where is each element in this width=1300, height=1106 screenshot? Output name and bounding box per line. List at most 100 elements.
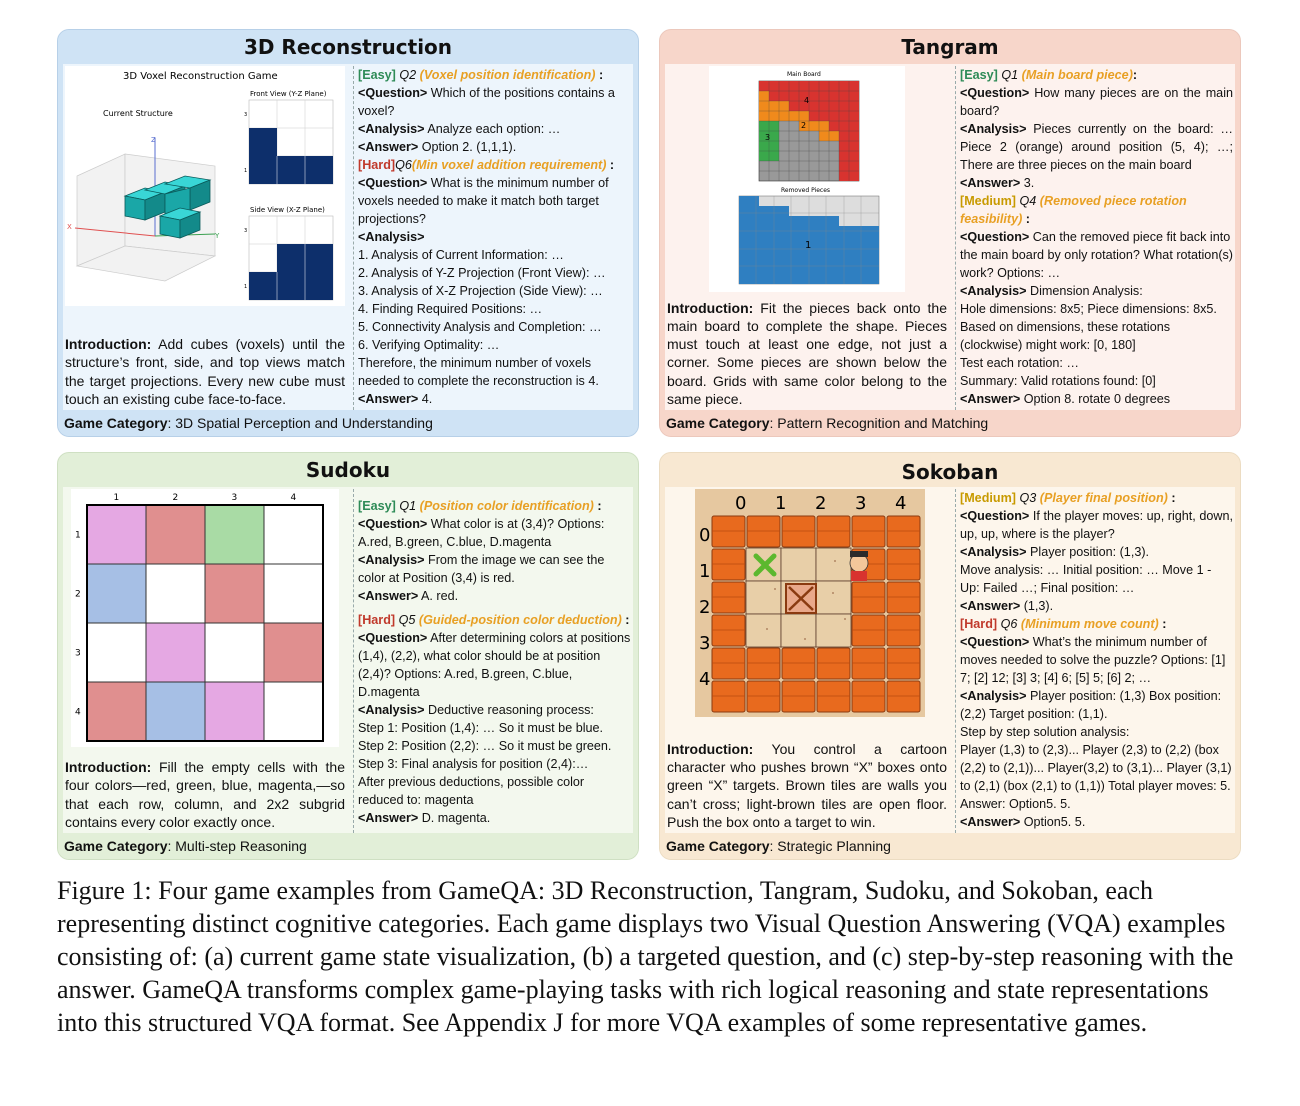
- qa-header-1: [Easy] Q1 (Position color identification…: [358, 497, 631, 515]
- wall-tile: [851, 647, 886, 680]
- sudoku-cell: [204, 622, 265, 683]
- category-label: Game Category: [666, 838, 770, 854]
- question-line: <Question> What is the minimum number of…: [358, 174, 631, 228]
- question-line: <Question> Can the removed piece fit bac…: [960, 228, 1233, 282]
- analysis-step: Step by step solution analysis:: [960, 725, 1130, 739]
- answer-text: Option 2. (1,1,1).: [418, 140, 517, 154]
- question-id: Q6: [395, 158, 412, 172]
- question-suffix: :: [595, 68, 604, 82]
- question-name: (Player final position): [1039, 491, 1168, 505]
- game-category: Game Category: Multi-step Reasoning: [58, 833, 638, 859]
- piece-label-3: 3: [765, 133, 770, 142]
- player-body: [851, 571, 867, 581]
- sudoku-grid-svg: 1 2 3 4 1 2 3 4: [75, 493, 324, 742]
- sudoku-cell: [145, 563, 206, 624]
- wall-tile: [886, 614, 921, 647]
- answer-text: 4.: [418, 392, 433, 406]
- sudoku-cell: [204, 563, 265, 624]
- voxel-figure-svg: 3D Voxel Reconstruction Game Current Str…: [67, 71, 334, 301]
- analysis-tag: <Analysis>: [358, 122, 425, 136]
- question-suffix: :: [621, 613, 630, 627]
- intro-text: Introduction: You control a cartoon char…: [667, 740, 947, 831]
- question-name: (Main board piece): [1021, 68, 1133, 82]
- qa-header-1: [Medium] Q3 (Player final position) :: [960, 489, 1233, 507]
- tangram-figure: Main Board: [709, 66, 905, 292]
- panel-title: 3D Reconstruction: [58, 30, 638, 64]
- sudoku-cell: [263, 681, 324, 742]
- qa-header-2: [Hard] Q5 (Guided-position color deducti…: [358, 611, 631, 629]
- sudoku-cell: [263, 504, 324, 565]
- box-cross: [788, 586, 814, 611]
- wall-tile: [816, 680, 851, 713]
- question-line: <Question> How many pieces are on the ma…: [960, 84, 1233, 120]
- analysis-step: Test each rotation: …: [960, 356, 1080, 370]
- answer-tag: <Answer>: [358, 392, 419, 406]
- wall-tile: [746, 647, 781, 680]
- answer-tag: <Answer>: [358, 589, 419, 603]
- question-id: Q4: [1019, 194, 1037, 208]
- analysis-line: <Analysis> Analyze each option: …: [358, 120, 631, 138]
- answer-text: (1,3).: [1020, 599, 1054, 613]
- row-label: 1: [699, 561, 710, 582]
- question-line: <Question> Which of the positions contai…: [358, 84, 631, 120]
- sudoku-cell: [86, 622, 147, 683]
- sudoku-cell: [86, 563, 147, 624]
- column-label: 2: [815, 493, 826, 514]
- answer-text: Option 8. rotate 0 degrees: [1020, 392, 1171, 406]
- analysis-text: Analyze each option: …: [424, 122, 561, 136]
- floor-tile: [780, 613, 817, 648]
- piece-label-2: 2: [801, 121, 806, 130]
- question-name: (Removed piece rotation feasibility): [960, 194, 1187, 226]
- panel-title: Tangram: [901, 35, 999, 59]
- analysis-step: Therefore, the minimum number of voxels …: [358, 356, 599, 388]
- left-column: 3D Voxel Reconstruction Game Current Str…: [63, 64, 347, 410]
- analysis-text: Pieces currently on the board: … Piece 2…: [960, 122, 1233, 172]
- question-id: Q3: [1019, 491, 1037, 505]
- question-line: <Question> After determining colors at p…: [358, 629, 631, 701]
- front-view-title: Front View (Y-Z Plane): [250, 90, 327, 98]
- sudoku-cell: [263, 622, 324, 683]
- panel-body: 1 2 3 4 1 2 3 4 Introduction: Fill the empty ce…: [63, 487, 633, 833]
- wall-tile: [711, 680, 746, 713]
- analysis-line: <Analysis> Pieces currently on the board…: [960, 120, 1233, 174]
- analysis-text: From the image we can see the color at P…: [358, 553, 605, 585]
- game-category: Game Category: Strategic Planning: [660, 833, 1240, 859]
- qa-header-2: [Hard]Q6(Min voxel addition requirement)…: [358, 156, 631, 174]
- question-text: What color is at (3,4)? Options: A.red, …: [358, 517, 605, 549]
- left-column: 0 1 2 3 4 0 1 2 3 4 Introduction: You control a c…: [665, 487, 949, 833]
- analysis-line: <Analysis> Player position: (1,3).: [960, 543, 1233, 561]
- difficulty-badge: [Hard]: [960, 617, 998, 631]
- analysis-tag: <Analysis>: [960, 689, 1027, 703]
- row-label: 1: [75, 531, 81, 541]
- wall-tile: [711, 515, 746, 548]
- qa-header-1: [Easy] Q1 (Main board piece):: [960, 66, 1233, 84]
- qa-column: [Easy] Q1 (Main board piece): <Question>…: [955, 66, 1233, 410]
- intro-text: Introduction: Fit the pieces back onto t…: [667, 299, 947, 408]
- question-suffix: :: [1022, 212, 1030, 226]
- qa-column: [Medium] Q3 (Player final position) : <Q…: [955, 489, 1233, 833]
- sudoku-cell: [145, 681, 206, 742]
- analysis-line: <Analysis> From the image we can see the…: [358, 551, 631, 587]
- analysis-step: Step 3: Final analysis for position (2,4…: [358, 757, 589, 771]
- difficulty-badge: [Medium]: [960, 194, 1016, 208]
- piece-label-1: 1: [805, 240, 811, 251]
- front-tick-3: 3: [244, 112, 247, 118]
- wall-tile: [851, 614, 886, 647]
- panel-sudoku: Sudoku 1 2 3 4 1 2 3 4 Introduction: Fill the e…: [57, 452, 639, 860]
- column-label: 1: [775, 493, 786, 514]
- game-category: Game Category: 3D Spatial Perception and…: [58, 410, 638, 436]
- answer-tag: <Answer>: [358, 811, 419, 825]
- analysis-step: 5. Connectivity Analysis and Completion:…: [358, 320, 602, 334]
- answer-text: D. magenta.: [418, 811, 491, 825]
- sudoku-cell: [263, 563, 324, 624]
- current-structure-label: Current Structure: [103, 109, 173, 118]
- analysis-tag: <Analysis>: [960, 284, 1027, 298]
- row-label: 2: [75, 590, 81, 600]
- intro-text: Introduction: Add cubes (voxels) until t…: [65, 335, 345, 408]
- game-category: Game Category: Pattern Recognition and M…: [660, 410, 1240, 436]
- question-suffix: :: [593, 499, 602, 513]
- floor-tile: [780, 547, 817, 582]
- difficulty-badge: [Medium]: [960, 491, 1016, 505]
- row-label: 3: [75, 649, 81, 659]
- answer-line: <Answer> 4.: [358, 390, 631, 408]
